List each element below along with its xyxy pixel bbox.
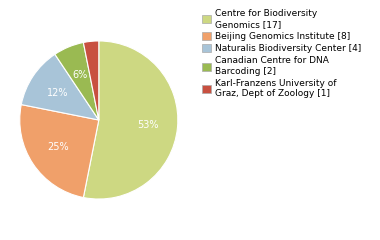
Wedge shape bbox=[21, 54, 99, 120]
Wedge shape bbox=[83, 41, 99, 120]
Text: 12%: 12% bbox=[47, 88, 69, 98]
Text: 6%: 6% bbox=[73, 70, 88, 80]
Legend: Centre for Biodiversity
Genomics [17], Beijing Genomics Institute [8], Naturalis: Centre for Biodiversity Genomics [17], B… bbox=[202, 9, 361, 98]
Wedge shape bbox=[55, 42, 99, 120]
Wedge shape bbox=[83, 41, 178, 199]
Text: 25%: 25% bbox=[47, 142, 69, 152]
Wedge shape bbox=[20, 105, 99, 198]
Text: 53%: 53% bbox=[137, 120, 158, 130]
